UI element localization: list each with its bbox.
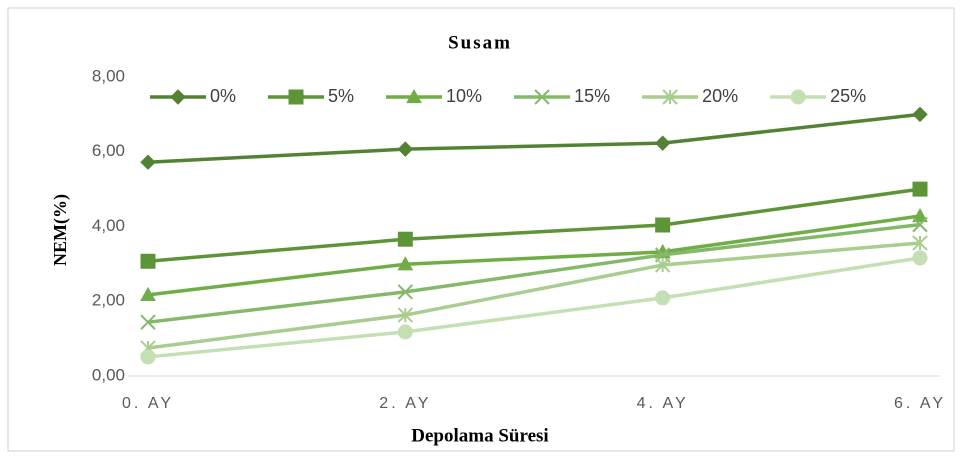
legend-label: 15% <box>574 86 610 106</box>
series-line <box>147 214 921 297</box>
y-tick-label: 4,00 <box>92 216 125 235</box>
series-line <box>147 256 921 359</box>
legend-label: 25% <box>830 86 866 106</box>
y-tick-label: 2,00 <box>92 291 125 310</box>
series-line <box>147 222 921 324</box>
data-point <box>654 257 671 273</box>
data-point <box>654 135 671 151</box>
legend-marker <box>662 89 678 105</box>
y-tick-label: 6,00 <box>92 141 125 160</box>
series-line <box>147 112 921 164</box>
data-point <box>655 290 671 306</box>
y-tick-label: 0,00 <box>92 365 125 384</box>
x-tick-label: 2. AY <box>379 395 431 412</box>
legend-marker <box>170 89 186 105</box>
data-point <box>140 286 156 301</box>
y-axis-label: NEM(%) <box>50 194 71 266</box>
data-point <box>397 141 414 157</box>
data-point <box>397 307 414 323</box>
data-point <box>912 208 928 223</box>
legend-marker <box>288 89 304 105</box>
series-line <box>147 187 921 264</box>
data-point <box>397 324 413 340</box>
data-point <box>912 181 928 197</box>
x-tick-label: 0. AY <box>122 395 174 412</box>
chart-frame <box>7 7 955 452</box>
x-tick-label: 4. AY <box>637 395 689 412</box>
legend-marker <box>534 89 550 105</box>
x-tick-label: 6. AY <box>894 395 946 412</box>
series-line <box>147 241 921 350</box>
data-point <box>140 314 156 330</box>
legend-label: 0% <box>210 86 236 106</box>
legend-label: 20% <box>702 86 738 106</box>
legend-marker <box>790 89 806 105</box>
data-point <box>912 250 928 266</box>
data-point <box>397 284 414 300</box>
data-point <box>655 217 671 233</box>
legend-marker <box>406 88 422 104</box>
data-point <box>140 349 156 365</box>
data-point <box>140 253 156 269</box>
y-tick-label: 8,00 <box>92 66 125 85</box>
data-point <box>912 216 928 233</box>
data-point <box>397 256 414 271</box>
x-axis-label: Depolama Süresi <box>411 425 548 446</box>
legend-label: 10% <box>446 86 482 106</box>
data-point <box>140 154 156 170</box>
data-point <box>912 235 928 251</box>
legend-label: 5% <box>328 86 354 106</box>
data-point <box>397 231 413 247</box>
chart-title: Susam <box>448 32 512 53</box>
data-point <box>912 106 928 123</box>
